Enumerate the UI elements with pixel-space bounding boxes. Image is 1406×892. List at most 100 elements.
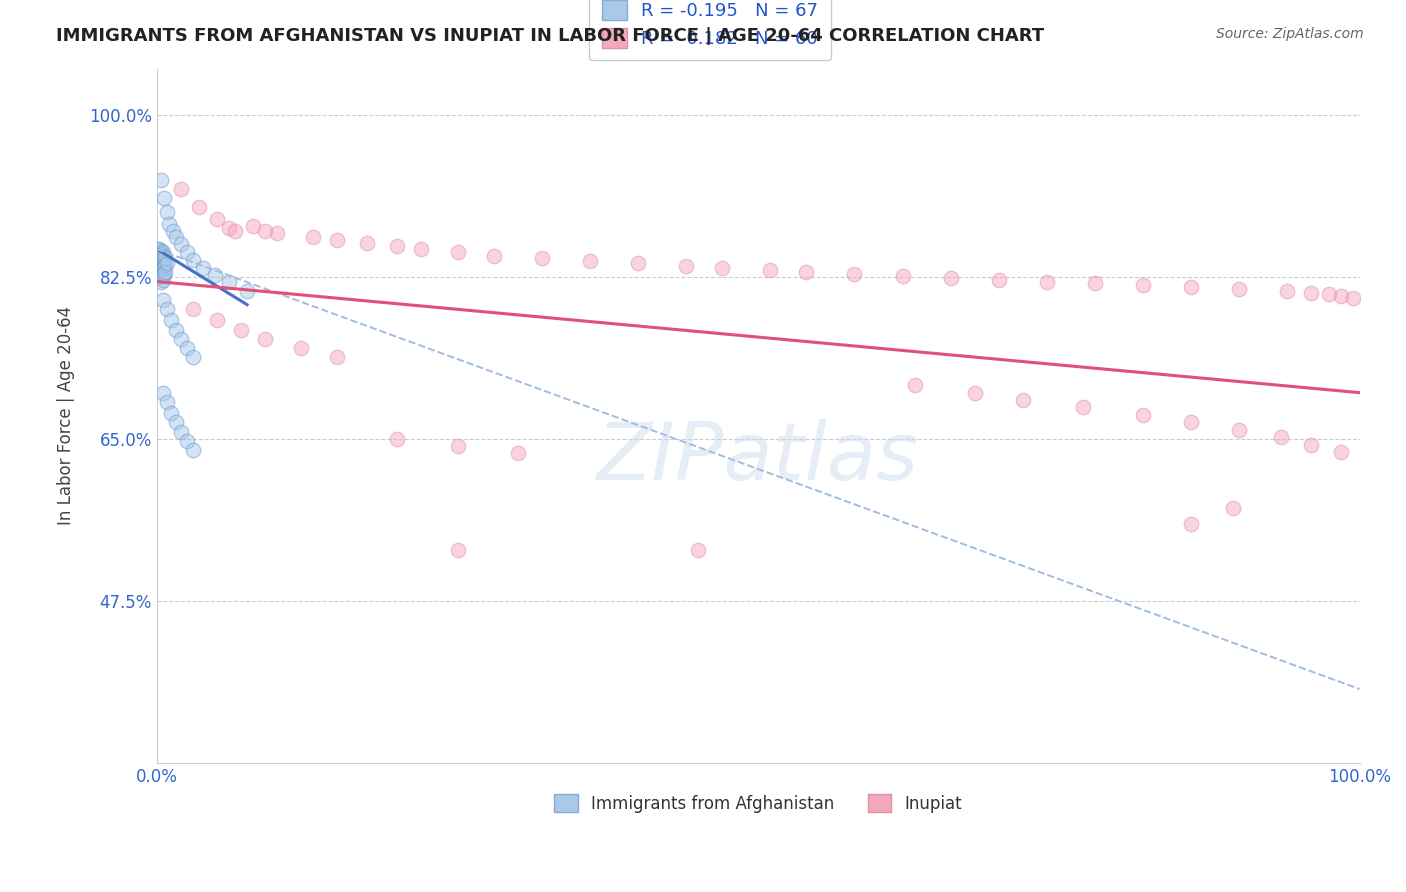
Point	[181, 302, 204, 317]
Point	[181, 351, 204, 365]
Point	[218, 275, 240, 289]
Point	[148, 249, 170, 263]
Point	[146, 242, 169, 256]
Point	[1301, 437, 1323, 451]
Point	[266, 227, 288, 241]
Point	[1227, 423, 1250, 437]
Point	[205, 313, 228, 327]
Point	[149, 255, 172, 269]
Point	[224, 224, 246, 238]
Point	[254, 224, 277, 238]
Point	[1180, 280, 1202, 294]
Point	[963, 385, 986, 400]
Point	[326, 351, 349, 365]
Point	[153, 255, 176, 269]
Point	[530, 252, 553, 266]
Point	[579, 254, 602, 268]
Point	[229, 323, 252, 337]
Point	[1319, 287, 1341, 301]
Point	[1227, 282, 1250, 296]
Point	[152, 385, 174, 400]
Point	[254, 332, 277, 346]
Point	[152, 244, 174, 259]
Point	[157, 217, 180, 231]
Point	[326, 233, 349, 247]
Point	[149, 269, 172, 284]
Point	[191, 260, 214, 275]
Point	[149, 275, 172, 289]
Point	[290, 341, 312, 355]
Point	[188, 201, 211, 215]
Point	[675, 259, 697, 273]
Point	[155, 256, 177, 270]
Point	[165, 323, 187, 337]
Point	[148, 242, 170, 256]
Point	[149, 265, 172, 279]
Point	[411, 242, 433, 256]
Point	[155, 205, 177, 219]
Point	[150, 268, 173, 283]
Point	[155, 258, 177, 272]
Point	[170, 182, 193, 196]
Point	[149, 250, 172, 264]
Point	[146, 252, 169, 266]
Point	[844, 267, 866, 281]
Point	[176, 434, 198, 448]
Point	[176, 244, 198, 259]
Point	[165, 230, 187, 244]
Point	[160, 313, 183, 327]
Point	[162, 224, 184, 238]
Point	[153, 191, 176, 205]
Point	[150, 252, 173, 267]
Point	[152, 267, 174, 281]
Point	[155, 302, 177, 317]
Point	[1011, 393, 1033, 408]
Point	[170, 332, 193, 346]
Point	[688, 543, 710, 558]
Point	[152, 273, 174, 287]
Point	[149, 172, 172, 186]
Point	[152, 252, 174, 266]
Point	[152, 256, 174, 270]
Point	[1301, 285, 1323, 300]
Point	[1343, 291, 1365, 305]
Point	[794, 265, 817, 279]
Point	[155, 395, 177, 409]
Point	[711, 260, 734, 275]
Point	[153, 249, 176, 263]
Point	[1330, 289, 1353, 303]
Point	[1132, 278, 1154, 293]
Legend: Immigrants from Afghanistan, Inupiat: Immigrants from Afghanistan, Inupiat	[543, 782, 973, 824]
Point	[446, 244, 468, 259]
Point	[170, 237, 193, 252]
Point	[153, 267, 176, 281]
Point	[181, 253, 204, 268]
Y-axis label: In Labor Force | Age 20-64: In Labor Force | Age 20-64	[58, 306, 75, 525]
Point	[891, 268, 914, 283]
Text: IMMIGRANTS FROM AFGHANISTAN VS INUPIAT IN LABOR FORCE | AGE 20-64 CORRELATION CH: IMMIGRANTS FROM AFGHANISTAN VS INUPIAT I…	[56, 27, 1045, 45]
Point	[148, 263, 170, 277]
Point	[1277, 284, 1299, 298]
Point	[1180, 415, 1202, 429]
Point	[205, 212, 228, 227]
Point	[482, 249, 505, 263]
Point	[155, 252, 177, 266]
Point	[759, 263, 782, 277]
Point	[149, 260, 172, 274]
Point	[1180, 517, 1202, 532]
Point	[939, 270, 962, 285]
Point	[148, 258, 170, 272]
Point	[627, 256, 650, 270]
Point	[160, 406, 183, 420]
Point	[1036, 275, 1059, 289]
Point	[446, 439, 468, 453]
Point	[987, 273, 1010, 287]
Point	[148, 253, 170, 268]
Point	[1071, 401, 1094, 415]
Point	[153, 260, 176, 275]
Point	[152, 293, 174, 307]
Point	[150, 246, 173, 260]
Point	[1222, 501, 1244, 516]
Point	[387, 239, 409, 253]
Point	[218, 220, 240, 235]
